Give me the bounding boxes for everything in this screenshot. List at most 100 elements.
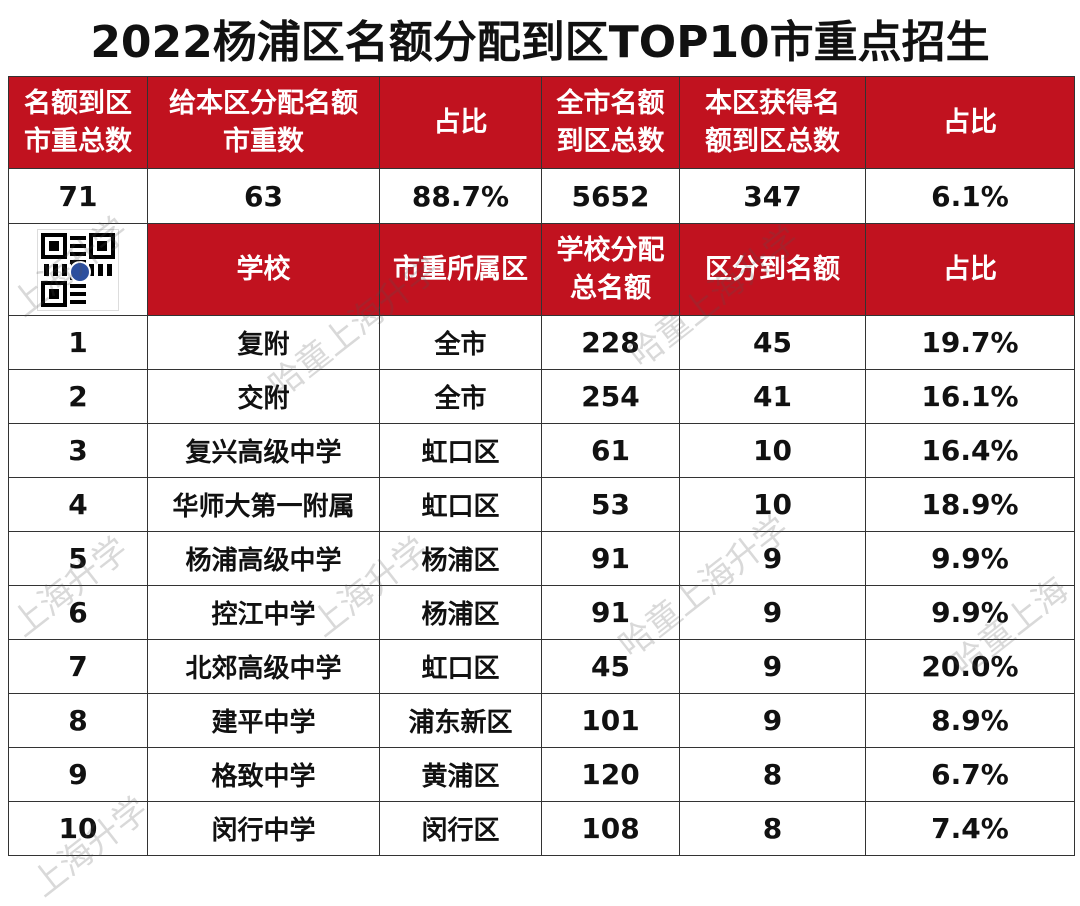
cell-rank: 7 <box>8 639 148 694</box>
header-line: 到区总数 <box>556 125 665 157</box>
cell-quota: 9 <box>679 585 866 640</box>
cell-quota: 9 <box>679 531 866 586</box>
cell-school: 杨浦高级中学 <box>147 531 380 586</box>
cell-school: 复兴高级中学 <box>147 423 380 478</box>
cell-district: 黄浦区 <box>379 747 542 802</box>
cell-quota: 8 <box>679 747 866 802</box>
table-row: 8 建平中学 浦东新区 101 9 8.9% <box>8 693 1075 748</box>
header-cell: 给本区分配名额 市重数 <box>147 76 380 169</box>
cell-rank: 6 <box>8 585 148 640</box>
cell-quota: 41 <box>679 369 866 424</box>
cell-quota: 45 <box>679 315 866 370</box>
page-title: 2022杨浦区名额分配到区TOP10市重点招生 <box>90 17 990 68</box>
cell-rank: 9 <box>8 747 148 802</box>
cell-school: 控江中学 <box>147 585 380 640</box>
cell-total: 91 <box>541 585 680 640</box>
cell-ratio: 9.9% <box>865 585 1075 640</box>
cell-rank: 2 <box>8 369 148 424</box>
cell-ratio: 18.9% <box>865 477 1075 532</box>
cell-school: 北郊高级中学 <box>147 639 380 694</box>
header-line: 总名额 <box>570 272 651 304</box>
header-cell: 学校分配 总名额 <box>541 223 680 316</box>
cell-district: 全市 <box>379 369 542 424</box>
cell-total: 45 <box>541 639 680 694</box>
cell-rank: 4 <box>8 477 148 532</box>
summary-cell: 71 <box>8 168 148 224</box>
summary-cell: 63 <box>147 168 380 224</box>
cell-quota: 9 <box>679 693 866 748</box>
school-header-row: 学校 市重所属区 学校分配 总名额 区分到名额 占比 <box>8 223 1075 316</box>
header-line: 学校 <box>236 253 291 285</box>
summary-cell: 88.7% <box>379 168 542 224</box>
table-row: 6 控江中学 杨浦区 91 9 9.9% <box>8 585 1075 640</box>
header-line: 市重总数 <box>24 125 132 157</box>
header-line: 市重所属区 <box>393 253 528 285</box>
cell-district: 虹口区 <box>379 477 542 532</box>
header-cell: 市重所属区 <box>379 223 542 316</box>
cell-rank: 3 <box>8 423 148 478</box>
summary-cell: 5652 <box>541 168 680 224</box>
cell-school: 交附 <box>147 369 380 424</box>
header-cell: 全市名额 到区总数 <box>541 76 680 169</box>
cell-district: 全市 <box>379 315 542 370</box>
cell-district: 闵行区 <box>379 801 542 856</box>
cell-total: 91 <box>541 531 680 586</box>
table-row: 7 北郊高级中学 虹口区 45 9 20.0% <box>8 639 1075 694</box>
table-row: 5 杨浦高级中学 杨浦区 91 9 9.9% <box>8 531 1075 586</box>
enrollment-table: 名额到区市重总数 给本区分配名额 市重数 占比 全市名额到区总数 本区获得名额到区… <box>8 76 1075 856</box>
cell-total: 61 <box>541 423 680 478</box>
table-row: 2 交附 全市 254 41 16.1% <box>8 369 1075 424</box>
summary-cell: 6.1% <box>865 168 1075 224</box>
header-cell: 本区获得名额到区总数 <box>679 76 866 169</box>
cell-total: 53 <box>541 477 680 532</box>
cell-district: 杨浦区 <box>379 585 542 640</box>
cell-ratio: 20.0% <box>865 639 1075 694</box>
header-line: 占比 <box>943 106 997 138</box>
cell-quota: 8 <box>679 801 866 856</box>
cell-rank: 10 <box>8 801 148 856</box>
qr-cell <box>8 223 148 316</box>
cell-district: 浦东新区 <box>379 693 542 748</box>
cell-quota: 10 <box>679 477 866 532</box>
header-line: 名额到区 <box>24 87 132 119</box>
header-cell: 占比 <box>865 223 1075 316</box>
cell-rank: 5 <box>8 531 148 586</box>
cell-total: 228 <box>541 315 680 370</box>
cell-district: 虹口区 <box>379 639 542 694</box>
cell-school: 建平中学 <box>147 693 380 748</box>
cell-total: 254 <box>541 369 680 424</box>
cell-ratio: 8.9% <box>865 693 1075 748</box>
header-line: 本区获得名 <box>705 87 840 119</box>
table-row: 10 闵行中学 闵行区 108 8 7.4% <box>8 801 1075 856</box>
summary-header-row: 名额到区市重总数 给本区分配名额 市重数 占比 全市名额到区总数 本区获得名额到区… <box>8 76 1075 169</box>
table-row: 3 复兴高级中学 虹口区 61 10 16.4% <box>8 423 1075 478</box>
cell-rank: 1 <box>8 315 148 370</box>
header-cell: 学校 <box>147 223 380 316</box>
school-rows: 1 复附 全市 228 45 19.7% 2 交附 全市 254 41 16.1% 3 复兴高级中学 虹口区… <box>8 315 1075 856</box>
cell-quota: 10 <box>679 423 866 478</box>
header-line: 占比 <box>433 106 488 138</box>
header-line: 额到区总数 <box>705 125 840 157</box>
cell-ratio: 19.7% <box>865 315 1075 370</box>
table-row: 9 格致中学 黄浦区 120 8 6.7% <box>8 747 1075 802</box>
cell-ratio: 16.1% <box>865 369 1075 424</box>
cell-total: 108 <box>541 801 680 856</box>
summary-values-row: 71 63 88.7% 5652 347 6.1% <box>8 168 1075 224</box>
table-row: 1 复附 全市 228 45 19.7% <box>8 315 1075 370</box>
cell-ratio: 9.9% <box>865 531 1075 586</box>
header-line: 区分到名额 <box>705 253 840 285</box>
cell-school: 格致中学 <box>147 747 380 802</box>
summary-cell: 347 <box>679 168 866 224</box>
header-cell: 名额到区 市重总数 <box>8 76 148 169</box>
cell-district: 杨浦区 <box>379 531 542 586</box>
header-line: 全市名额 <box>556 87 665 119</box>
cell-total: 120 <box>541 747 680 802</box>
cell-school: 闵行中学 <box>147 801 380 856</box>
cell-ratio: 6.7% <box>865 747 1075 802</box>
cell-school: 复附 <box>147 315 380 370</box>
cell-district: 虹口区 <box>379 423 542 478</box>
cell-rank: 8 <box>8 693 148 748</box>
cell-ratio: 7.4% <box>865 801 1075 856</box>
header-line: 市重数 <box>223 125 304 157</box>
table-row: 4 华师大第一附属 虹口区 53 10 18.9% <box>8 477 1075 532</box>
